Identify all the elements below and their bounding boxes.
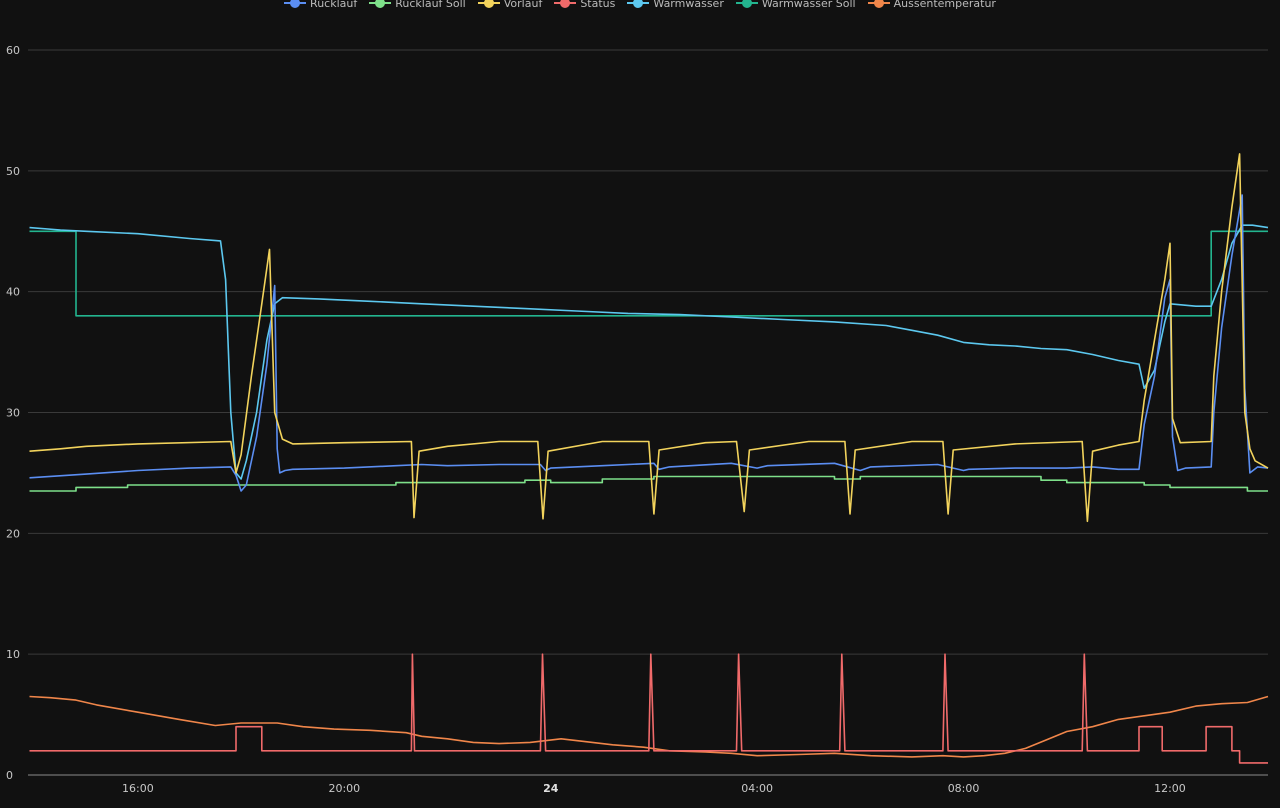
series-line-status — [29, 653, 1268, 764]
legend-marker-icon — [627, 0, 650, 9]
legend-label: Aussentemperatur — [893, 0, 996, 10]
x-axis-ticks: 16:00 20:00 24 04:00 08:00 12:00 — [122, 782, 1186, 795]
y-tick-label: 50 — [6, 165, 20, 178]
x-tick-label: 12:00 — [1154, 782, 1186, 795]
legend-item-ruecklauf[interactable]: Rücklauf — [284, 0, 357, 12]
x-tick-label: 24 — [543, 782, 559, 795]
y-tick-label: 30 — [6, 407, 20, 420]
y-tick-label: 10 — [6, 648, 20, 661]
legend-marker-icon — [284, 0, 307, 9]
legend-label: Vorlauf — [503, 0, 543, 10]
legend-label: Rücklauf Soll — [395, 0, 466, 10]
legend-item-vorlauf[interactable]: Vorlauf — [477, 0, 543, 12]
series-line-warmwasser-soll — [29, 230, 1268, 317]
legend-item-status[interactable]: Status — [554, 0, 615, 12]
x-tick-label: 20:00 — [328, 782, 360, 795]
legend-item-warmwasser-soll[interactable]: Warmwasser Soll — [735, 0, 856, 12]
grid-lines — [28, 49, 1268, 776]
series-line-vorlauf — [29, 153, 1269, 523]
legend: Rücklauf Rücklauf Soll Vorlauf Status Warmwa… — [0, 0, 1280, 12]
legend-item-ruecklauf-soll[interactable]: Rücklauf Soll — [369, 0, 466, 12]
legend-label: Status — [580, 0, 616, 10]
y-tick-label: 60 — [6, 44, 20, 57]
series-line-ruecklauf-soll — [29, 475, 1268, 492]
legend-marker-icon — [369, 0, 392, 9]
legend-marker-icon — [477, 0, 500, 9]
legend-label: Warmwasser — [653, 0, 724, 10]
series-lines — [29, 153, 1269, 764]
y-tick-label: 0 — [6, 769, 13, 782]
legend-label: Rücklauf — [310, 0, 358, 10]
series-line-ruecklauf — [29, 194, 1269, 492]
y-tick-label: 20 — [6, 527, 20, 540]
legend-marker-icon — [735, 0, 758, 9]
x-tick-label: 04:00 — [741, 782, 773, 795]
legend-marker-icon — [867, 0, 890, 9]
legend-item-warmwasser[interactable]: Warmwasser — [627, 0, 724, 12]
y-tick-label: 40 — [6, 286, 20, 299]
y-axis-ticks: 0 10 20 30 40 50 60 — [6, 44, 20, 782]
legend-item-aussentemperatur[interactable]: Aussentemperatur — [867, 0, 996, 12]
legend-marker-icon — [554, 0, 577, 9]
legend-label: Warmwasser Soll — [761, 0, 856, 10]
x-tick-label: 08:00 — [948, 782, 980, 795]
x-tick-label: 16:00 — [122, 782, 154, 795]
